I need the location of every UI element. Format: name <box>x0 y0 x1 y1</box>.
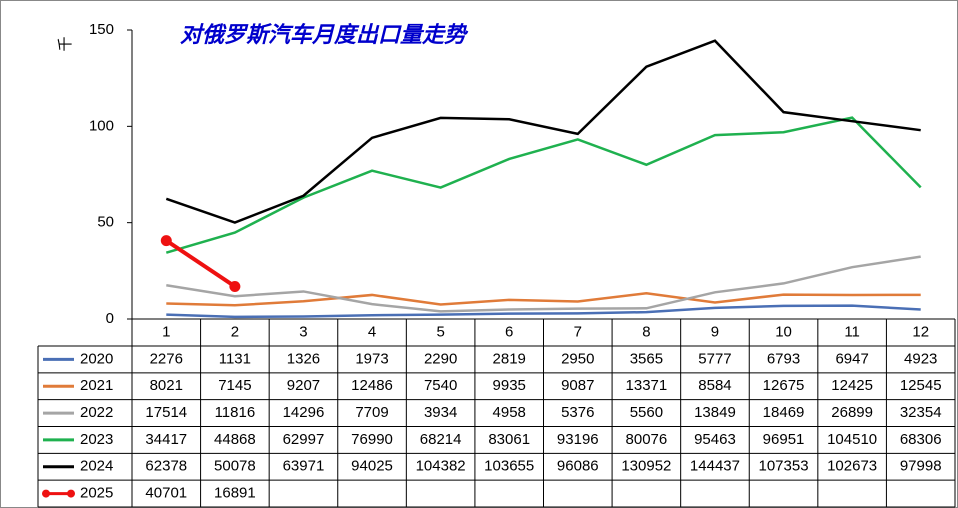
x-tick-label: 8 <box>642 323 650 340</box>
y-tick-label: 100 <box>89 117 114 134</box>
table-cell: 97998 <box>900 458 942 475</box>
series-line <box>165 39 921 224</box>
table-cell: 12545 <box>900 377 942 394</box>
series-line <box>166 304 921 319</box>
x-tick-label: 9 <box>711 323 719 340</box>
table-cell: 4923 <box>904 350 937 367</box>
table-cell: 7145 <box>218 377 251 394</box>
table-cell: 2819 <box>493 350 526 367</box>
table-cell: 83061 <box>488 431 530 448</box>
table-cell: 5376 <box>561 404 594 421</box>
series-line <box>166 291 921 307</box>
x-tick-label: 3 <box>299 323 307 340</box>
table-cell: 13849 <box>694 404 736 421</box>
x-tick-label: 7 <box>574 323 582 340</box>
table-cell: 68214 <box>420 431 462 448</box>
table-cell: 6793 <box>767 350 800 367</box>
table-cell: 2290 <box>424 350 457 367</box>
x-tick-label: 1 <box>162 323 170 340</box>
table-cell: 8021 <box>150 377 183 394</box>
table-cell: 9207 <box>287 377 320 394</box>
table-cell: 13371 <box>626 377 668 394</box>
table-cell: 9087 <box>561 377 594 394</box>
table-cell: 96086 <box>557 458 599 475</box>
legend-marker <box>67 489 75 498</box>
table-cell: 63971 <box>283 458 325 475</box>
table-cell: 93196 <box>557 431 599 448</box>
series-line <box>165 116 922 254</box>
table-cell: 96951 <box>763 431 805 448</box>
table-cell: 68306 <box>900 431 942 448</box>
table-cell: 62378 <box>145 458 187 475</box>
table-cell: 32354 <box>900 404 942 421</box>
table-cell: 7540 <box>424 377 457 394</box>
table-cell: 16891 <box>214 485 256 502</box>
table-cell: 12675 <box>763 377 805 394</box>
table-cell: 26899 <box>831 404 873 421</box>
table-cell: 107353 <box>759 458 809 475</box>
point <box>160 235 172 247</box>
table-cell: 50078 <box>214 458 256 475</box>
table-cell: 34417 <box>145 431 187 448</box>
table-cell: 40701 <box>145 485 187 502</box>
chart-title: 对俄罗斯汽车月度出口量走势 <box>180 22 469 48</box>
legend-label: 2020 <box>80 350 113 367</box>
table-cell: 44868 <box>214 431 256 448</box>
table-cell: 7709 <box>355 404 388 421</box>
table-cell: 94025 <box>351 458 393 475</box>
table-cell: 6947 <box>835 350 868 367</box>
table-cell: 12486 <box>351 377 393 394</box>
table-cell: 1973 <box>355 350 388 367</box>
y-tick-label: 50 <box>97 214 114 231</box>
series-line <box>165 238 236 289</box>
table-cell: 9935 <box>493 377 526 394</box>
table-cell: 8584 <box>698 377 731 394</box>
table-cell: 1326 <box>287 350 320 367</box>
x-tick-label: 12 <box>912 323 929 340</box>
table-cell: 95463 <box>694 431 736 448</box>
table-cell: 62997 <box>283 431 325 448</box>
y-tick-label: 150 <box>89 21 114 38</box>
table-cell: 3565 <box>630 350 663 367</box>
x-tick-label: 6 <box>505 323 513 340</box>
table-cell: 102673 <box>827 458 877 475</box>
x-tick-label: 4 <box>368 323 376 340</box>
x-tick-label: 10 <box>775 323 792 340</box>
legend-label: 2022 <box>80 404 113 421</box>
table-cell: 2276 <box>150 350 183 367</box>
point <box>229 280 241 292</box>
table-cell: 76990 <box>351 431 393 448</box>
table-cell: 5560 <box>630 404 663 421</box>
table-cell: 1131 <box>219 350 251 367</box>
table-cell: 104510 <box>827 431 877 448</box>
table-cell: 130952 <box>621 458 671 475</box>
table-cell: 104382 <box>416 458 466 475</box>
legend-label: 2021 <box>80 377 113 394</box>
table-cell: 5777 <box>698 350 731 367</box>
table-cell: 144437 <box>690 458 740 475</box>
table-cell: 80076 <box>626 431 668 448</box>
series-line <box>166 255 921 313</box>
table-cell: 2950 <box>561 350 594 367</box>
legend-label: 2025 <box>80 485 113 502</box>
table-cell: 11816 <box>215 404 256 421</box>
legend-label: 2023 <box>80 431 113 448</box>
legend-marker <box>42 489 50 498</box>
table-cell: 12425 <box>831 377 873 394</box>
table-cell: 3934 <box>424 404 457 421</box>
table-cell: 18469 <box>763 404 805 421</box>
legend-label: 2024 <box>80 458 113 475</box>
y-axis-label: 千 <box>57 36 74 51</box>
table-cell: 17514 <box>145 404 187 421</box>
table-cell: 14296 <box>283 404 325 421</box>
x-tick-label: 2 <box>231 323 239 340</box>
y-tick-label: 0 <box>106 310 114 327</box>
x-tick-label: 11 <box>844 323 860 340</box>
table-cell: 103655 <box>484 458 534 475</box>
x-tick-label: 5 <box>436 323 444 340</box>
table-cell: 4958 <box>493 404 526 421</box>
